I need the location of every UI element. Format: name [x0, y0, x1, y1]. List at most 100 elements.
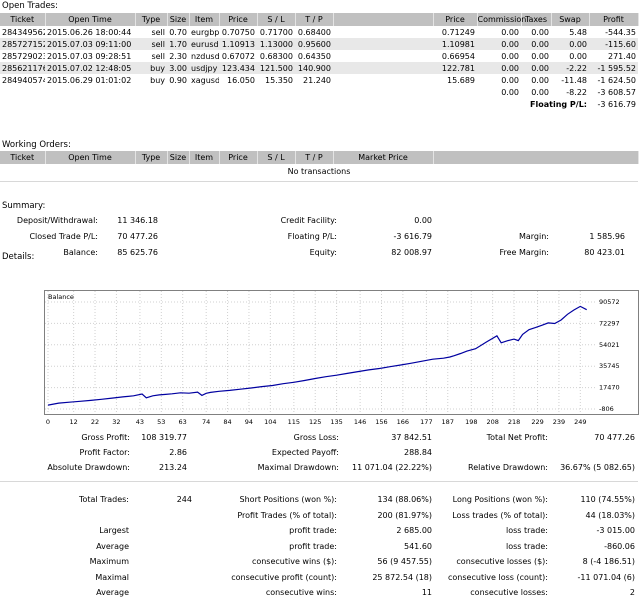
- summary-value: 82 008.97: [391, 248, 432, 257]
- cell: [219, 86, 257, 98]
- summary-title: Summary:: [2, 201, 46, 211]
- cell: 2015.06.29 01:01:02: [47, 75, 132, 85]
- cell: 0.00: [501, 75, 519, 85]
- cell: -1 624.50: [597, 75, 636, 85]
- stat-value: 134 (88.06%): [377, 495, 432, 504]
- column-header: Size: [167, 151, 190, 164]
- cell: buy: [150, 75, 165, 85]
- cell: nzdusd: [191, 51, 219, 61]
- stat-value: -3 015.00: [596, 526, 635, 535]
- x-tick-label: 177: [420, 418, 432, 425]
- total-profit: -3 608.57: [597, 87, 636, 97]
- cell: -544.35: [605, 27, 636, 37]
- summary-label: Balance:: [63, 248, 98, 257]
- cell: 2015.07.03 09:11:00: [45, 38, 135, 50]
- divider: [0, 481, 638, 482]
- summary-label: Closed Trade P/L:: [29, 232, 98, 241]
- stat-label: Profit Trades (% of total):: [237, 510, 337, 520]
- cell: buy: [135, 62, 167, 74]
- x-tick-label: 43: [136, 418, 144, 425]
- summary-value: 0.00: [414, 216, 432, 225]
- x-tick-label: 218: [508, 418, 520, 425]
- summary-label: Equity:: [309, 248, 337, 257]
- stat-label: Long Positions (won %):: [452, 495, 548, 504]
- stat-label: Absolute Drawdown:: [47, 463, 130, 472]
- column-header: Item: [189, 13, 220, 26]
- trade-row[interactable]: 285621176 2015.07.02 12:48:05 buy 3.00 usdjp…: [0, 62, 638, 74]
- stat-value: 2.86: [169, 448, 187, 457]
- column-header: T / P: [295, 151, 334, 164]
- cell: eurusd: [189, 38, 219, 50]
- stat-label: loss trade:: [505, 526, 548, 535]
- stat-value: 44 (18.03%): [585, 510, 635, 520]
- stat-value: 56 (9 457.55): [377, 557, 432, 566]
- stat-value: 11: [421, 588, 432, 597]
- x-tick-label: 115: [288, 418, 300, 425]
- column-header: [333, 13, 434, 26]
- cell: 2.30: [169, 51, 187, 61]
- cell: -115.60: [589, 38, 638, 50]
- working-orders-title: Working Orders:: [2, 140, 71, 150]
- cell: 285727152: [0, 38, 45, 50]
- cell: 0.00: [551, 38, 589, 50]
- floating-pl-value: -3 616.79: [597, 99, 636, 109]
- x-tick-label: 94: [245, 418, 253, 425]
- x-tick-label: 239: [553, 418, 565, 425]
- summary-value: 80 423.01: [584, 248, 625, 257]
- summary-label: Credit Facility:: [280, 216, 337, 225]
- summary-value: 1 585.96: [589, 232, 625, 241]
- cell: [189, 86, 219, 98]
- spacer: [0, 98, 521, 110]
- cell: 1.10981: [433, 38, 477, 50]
- cell: 0.00: [531, 51, 549, 61]
- cell: 285621176: [0, 62, 45, 74]
- total-swap: -8.22: [566, 87, 587, 97]
- summary-label: Free Margin:: [499, 248, 549, 257]
- balance-line: [47, 305, 587, 406]
- cell: 0.00: [521, 38, 551, 50]
- cell: [333, 62, 433, 74]
- column-header: Item: [189, 151, 220, 164]
- no-transactions-text: No transactions: [287, 166, 351, 176]
- x-tick-label: 135: [330, 418, 342, 425]
- column-header: Price: [219, 13, 258, 26]
- cell: [257, 86, 295, 98]
- x-tick-label: 84: [223, 418, 231, 425]
- cell: xagusd: [191, 75, 219, 85]
- cell: 0.70: [169, 27, 187, 37]
- totals-row: 0.00 0.00 -8.22 -3 608.57: [0, 86, 638, 98]
- trade-row[interactable]: 285729023 2015.07.03 09:28:51 sell 2.30 nzdu…: [0, 50, 638, 62]
- trade-row[interactable]: 285727152 2015.07.03 09:11:00 sell 1.70 euru…: [0, 38, 638, 50]
- trade-row[interactable]: 284349562 2015.06.26 18:00:44 sell 0.70 eurg…: [0, 26, 638, 38]
- stat-value: 70 477.26: [594, 433, 635, 442]
- cell: 0.00: [569, 51, 587, 61]
- cell: 2015.07.02 12:48:05: [45, 62, 135, 74]
- stat-value: 8 (-4 186.51): [582, 557, 635, 566]
- cell: [333, 26, 433, 38]
- column-header: Ticket: [0, 13, 46, 26]
- stat-value: 2 685.00: [396, 526, 432, 535]
- stat-label: Short Positions (won %):: [239, 495, 337, 504]
- summary-label: Deposit/Withdrawal:: [16, 216, 98, 225]
- cell: 123.434: [219, 62, 257, 74]
- x-tick-label: 198: [465, 418, 477, 425]
- cell: 285729023: [2, 51, 45, 61]
- y-tick-label: 35745: [599, 362, 620, 370]
- stat-label: Profit Factor:: [79, 448, 130, 457]
- cell: 271.40: [608, 51, 636, 61]
- cell: -11.48: [561, 75, 587, 85]
- chart-title: Balance: [48, 293, 74, 301]
- stat-label: loss trade:: [505, 541, 548, 551]
- cell: 0.95600: [295, 38, 333, 50]
- summary-label: Floating P/L:: [287, 232, 337, 241]
- x-tick-label: 146: [354, 418, 366, 425]
- summary-label: Margin:: [518, 232, 549, 241]
- x-tick-label: 125: [309, 418, 321, 425]
- cell: 2015.06.26 18:00:44: [47, 27, 132, 37]
- trade-row[interactable]: 284940574 2015.06.29 01:01:02 buy 0.90 xagus…: [0, 74, 638, 86]
- column-header: Taxes: [521, 13, 552, 26]
- x-tick-label: 74: [202, 418, 210, 425]
- stat-label: Total Net Profit:: [486, 433, 548, 442]
- x-tick-label: 0: [46, 418, 50, 425]
